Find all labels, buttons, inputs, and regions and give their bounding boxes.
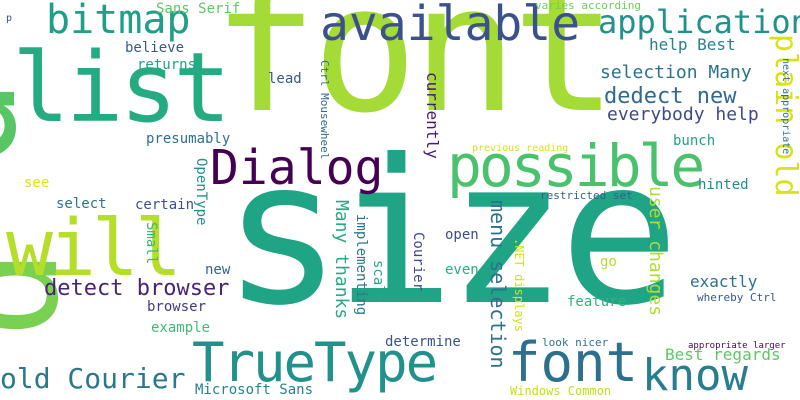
cloud-word: presumably bbox=[146, 131, 231, 147]
cloud-word: Many thanks bbox=[331, 200, 352, 320]
cloud-word: believe bbox=[125, 40, 185, 56]
cloud-word: certain bbox=[135, 197, 195, 213]
cloud-word: Microsoft Sans bbox=[195, 382, 314, 398]
cloud-word: lead bbox=[268, 71, 302, 87]
cloud-word: selection Many bbox=[600, 62, 752, 83]
cloud-word: open bbox=[445, 227, 479, 243]
cloud-word: Small bbox=[143, 222, 159, 265]
cloud-word: hinted bbox=[698, 177, 749, 193]
cloud-word: OpenType bbox=[193, 158, 209, 226]
cloud-word: go bbox=[600, 254, 617, 270]
cloud-word: bitmap bbox=[46, 0, 191, 43]
cloud-word: list bbox=[12, 32, 231, 144]
cloud-word: .NET displays bbox=[512, 238, 526, 332]
cloud-word: size bbox=[222, 117, 680, 350]
cloud-word: Windows Common bbox=[510, 384, 612, 398]
cloud-word: bunch bbox=[673, 133, 716, 149]
cloud-word: previous reading bbox=[472, 143, 569, 154]
cloud-word: returns bbox=[137, 57, 197, 73]
cloud-word: browser bbox=[147, 299, 207, 315]
cloud-word: select bbox=[56, 196, 107, 212]
cloud-word: available bbox=[320, 0, 581, 52]
cloud-word: see bbox=[24, 175, 50, 191]
cloud-word: p bbox=[6, 13, 13, 24]
cloud-word: font bbox=[212, 0, 618, 152]
cloud-word: dedect new bbox=[604, 84, 737, 109]
cloud-word: old Courier bbox=[0, 362, 186, 395]
cloud-word: everybody help bbox=[607, 104, 759, 125]
cloud-word: even bbox=[445, 262, 479, 278]
cloud-word: application bbox=[598, 3, 800, 41]
cloud-word: scale bbox=[370, 260, 386, 303]
cloud-word: Courier bbox=[410, 232, 426, 292]
cloud-word: help Best bbox=[649, 35, 736, 54]
cloud-word: next appropriate bbox=[780, 58, 791, 155]
cloud-word: Sans Serif bbox=[156, 1, 241, 17]
cloud-word: menu selection bbox=[486, 200, 510, 369]
cloud-word: determine bbox=[385, 334, 461, 350]
cloud-word: new bbox=[205, 262, 231, 278]
cloud-word: Dialog bbox=[210, 140, 384, 196]
cloud-word: know bbox=[642, 350, 748, 400]
cloud-word: implementing bbox=[353, 214, 369, 316]
cloud-word: will bbox=[6, 204, 182, 294]
cloud-word: Best regards bbox=[665, 345, 781, 364]
cloud-word: detect browser bbox=[44, 276, 230, 301]
cloud-word: varies according bbox=[535, 0, 641, 12]
cloud-word: appropriate larger bbox=[688, 341, 786, 351]
cloud-word: TrueType bbox=[192, 331, 438, 394]
cloud-word: user changes bbox=[645, 186, 666, 317]
cloud-word: whereby Ctrl bbox=[697, 291, 777, 304]
cloud-word: exactly bbox=[690, 272, 758, 291]
cloud-word: example bbox=[151, 320, 211, 336]
cloud-word: possible bbox=[447, 132, 705, 200]
cloud-word: currently bbox=[423, 72, 442, 159]
cloud-word: restricted set bbox=[540, 189, 633, 202]
cloud-word: look nicer bbox=[542, 336, 609, 349]
cloud-word: Ctrl Mousewheel bbox=[318, 60, 331, 160]
cloud-word: font bbox=[508, 331, 639, 394]
cloud-word: feature bbox=[567, 294, 627, 310]
